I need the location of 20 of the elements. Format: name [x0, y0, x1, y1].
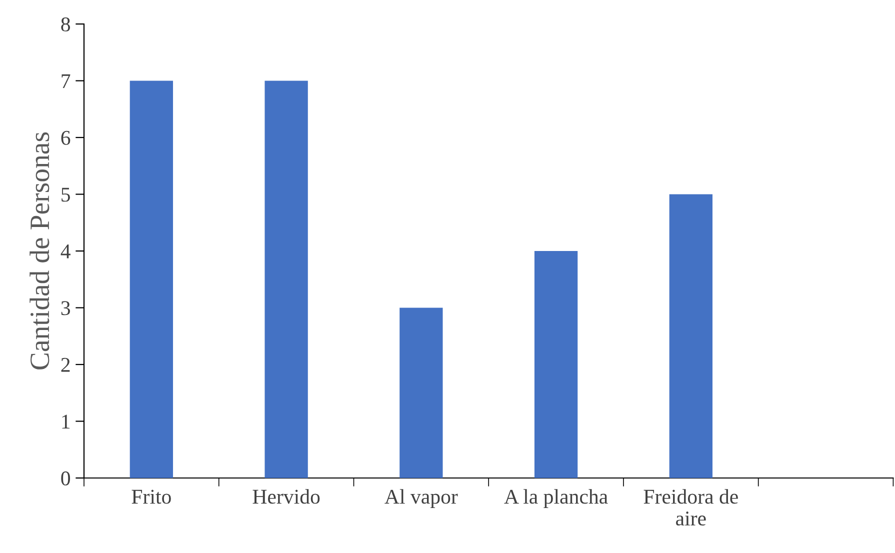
y-tick-label: 6 — [61, 130, 70, 145]
x-tick-label: Freidora de aire — [644, 489, 738, 526]
y-tick-label: 2 — [61, 358, 70, 372]
y-tick-label: 3 — [61, 301, 70, 316]
bar — [264, 80, 308, 478]
x-tick-label: Al vapor — [384, 489, 458, 508]
y-tick-label: 0 — [61, 471, 70, 486]
y-tick-label: 4 — [60, 244, 70, 258]
y-tick-label: 8 — [61, 17, 70, 32]
bar — [669, 194, 712, 478]
x-tick-label: Hervido — [252, 489, 320, 504]
x-tick-label: Frito — [132, 490, 171, 504]
x-tick-label: A la plancha — [504, 489, 608, 508]
bar — [400, 308, 443, 478]
y-tick-label: 7 — [62, 74, 70, 88]
bar — [130, 80, 174, 478]
y-tick-label: 1 — [62, 414, 70, 428]
y-tick-label: 5 — [62, 188, 70, 202]
bar — [534, 251, 578, 478]
y-axis-title: Cantidad de Personas — [30, 132, 50, 370]
